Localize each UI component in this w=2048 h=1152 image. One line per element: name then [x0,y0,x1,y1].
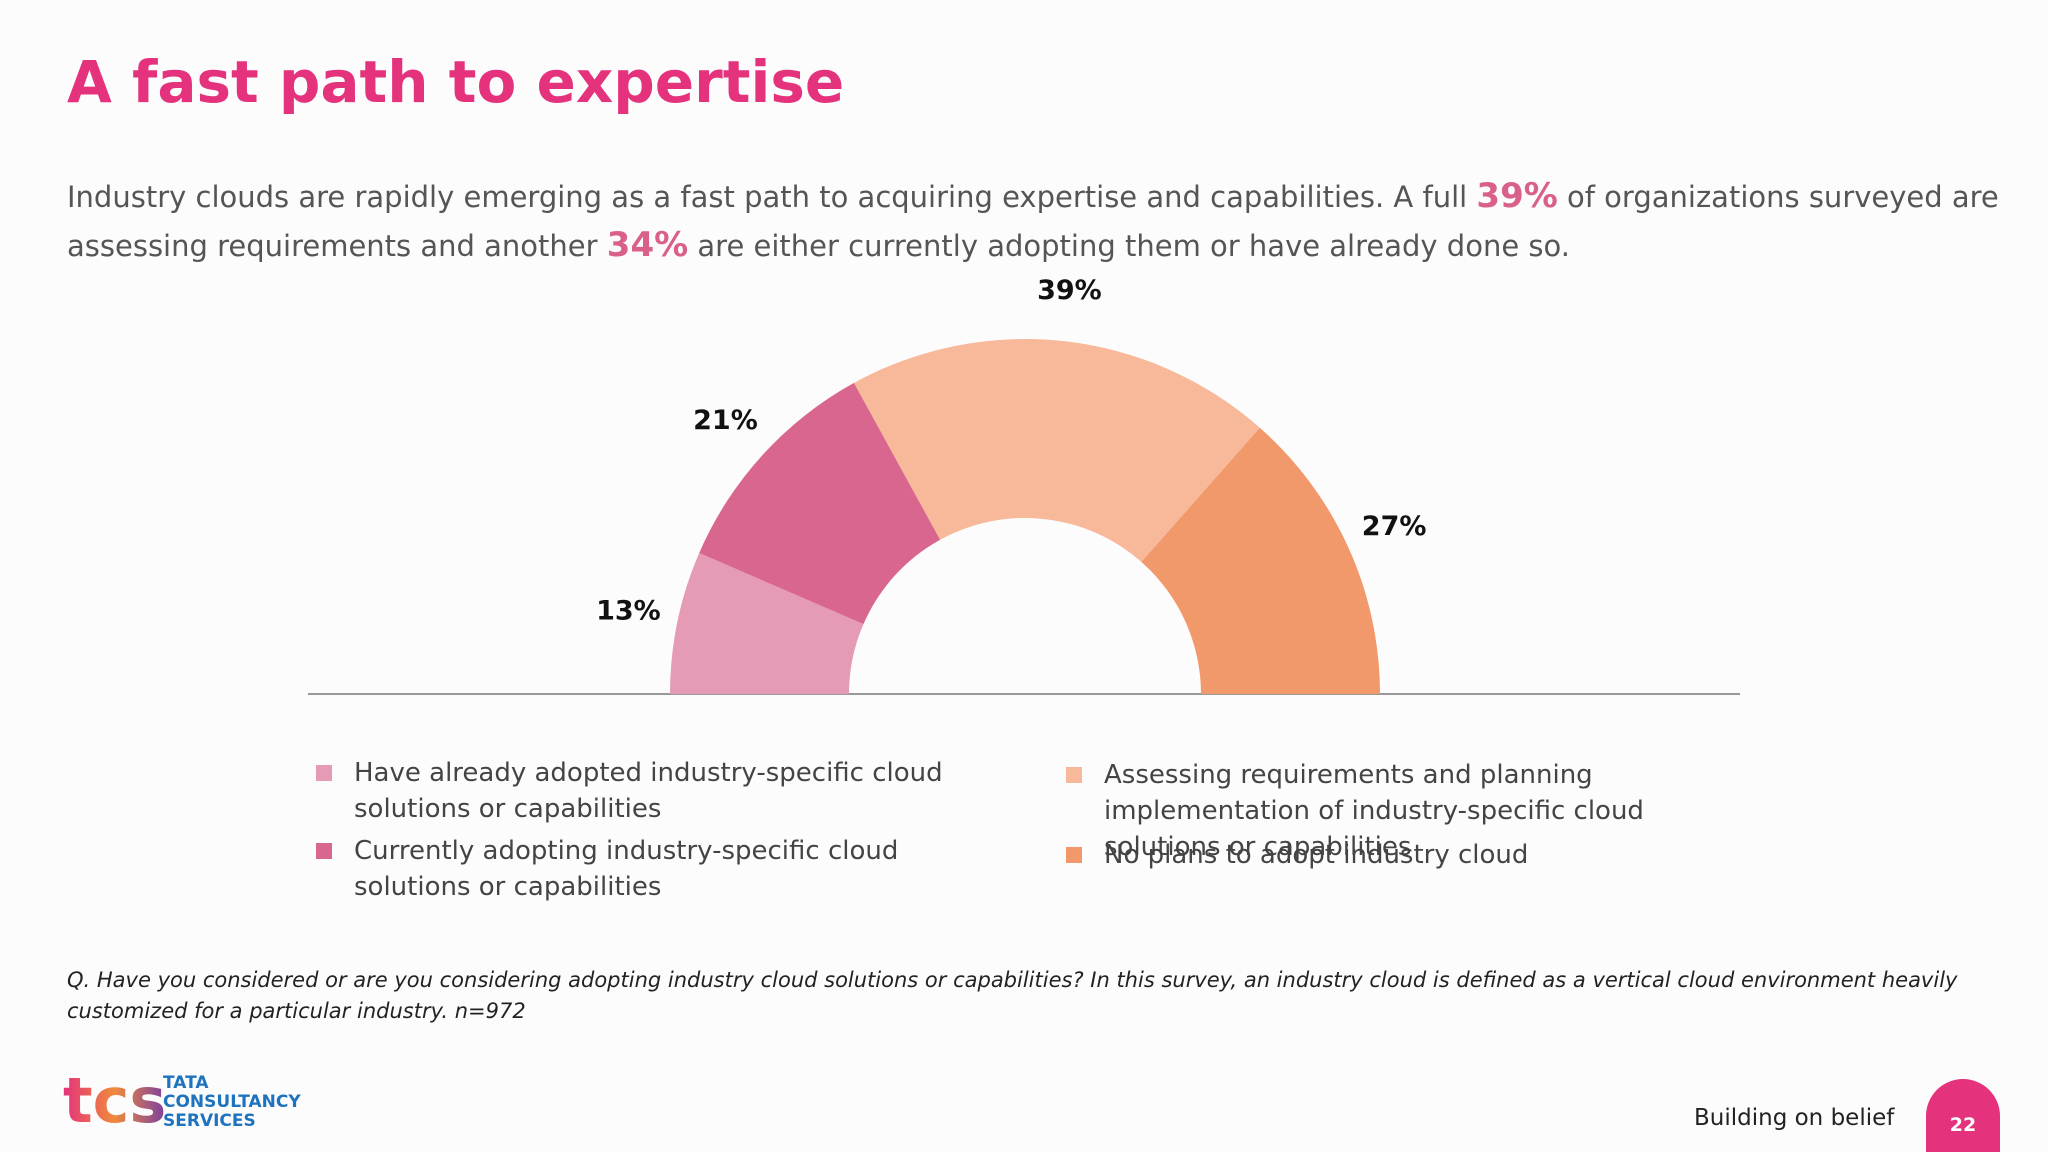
highlight: 34% [606,225,689,265]
logo-mark: tcs [63,1064,166,1137]
donut-segment [1141,427,1380,694]
logo-text: TATA [163,1073,209,1093]
footer: tcs TATA CONSULTANCY SERVICES Building o… [63,1064,2000,1152]
legend-swatch [1066,847,1082,863]
legend-label: No plans to adopt industry cloud [1104,840,1529,870]
legend-swatch [316,765,332,781]
logo-text: CONSULTANCY [163,1092,301,1112]
legend-item: No plans to adopt industry cloud [1066,837,1736,873]
donut-segment [699,382,941,625]
data-label: 39% [1037,275,1102,306]
page-tab [1926,1079,2000,1152]
footnote-line: customized for a particular industry. n=… [67,999,526,1023]
donut-segment [853,338,1260,562]
intro-text: assessing requirements and another [67,229,607,263]
legend-label: Assessing requirements and planning impl… [1104,760,1644,862]
legend-item: Currently adopting industry-specific clo… [316,833,996,905]
data-label: 13% [596,595,661,626]
legend-swatch [316,843,332,859]
intro: Industry clouds are rapidly emerging as … [67,172,1999,270]
donut-segment [670,553,864,694]
intro-line: Industry clouds are rapidly emerging as … [67,172,1999,221]
intro-text: Industry clouds are rapidly emerging as … [67,180,1477,214]
data-label: 21% [693,405,758,436]
legend-item: Assessing requirements and planning impl… [1066,757,1736,865]
legend-label: Have already adopted industry-specific c… [354,758,943,824]
data-label: 27% [1362,511,1427,542]
legend-item: Have already adopted industry-specific c… [316,755,996,827]
footnote-line: Q. Have you considered or are you consid… [67,968,1958,992]
intro-text: of organizations surveyed are [1557,180,1999,214]
logo-text: SERVICES [163,1111,256,1131]
footnote: Q. Have you considered or are you consid… [67,965,1957,1027]
legend-label: Currently adopting industry-specific clo… [354,836,899,902]
slide-title: A fast path to expertise [67,48,845,116]
legend-swatch [1066,767,1082,783]
intro-line: assessing requirements and another 34% a… [67,221,1999,270]
intro-text: are either currently adopting them or ha… [688,229,1570,263]
highlight: 39% [1476,176,1558,216]
tagline: Building on belief [1694,1105,1895,1131]
page-number: 22 [1950,1114,1976,1136]
